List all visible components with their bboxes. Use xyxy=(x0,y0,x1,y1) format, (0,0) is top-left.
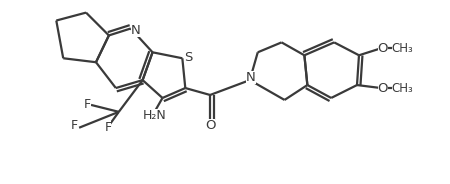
Text: O: O xyxy=(378,42,388,55)
Text: N: N xyxy=(131,24,140,37)
Text: H₂N: H₂N xyxy=(143,109,166,122)
Text: N: N xyxy=(246,71,256,84)
Text: F: F xyxy=(104,121,112,134)
Text: F: F xyxy=(84,98,90,111)
Text: CH₃: CH₃ xyxy=(392,42,414,55)
Text: O: O xyxy=(205,119,216,132)
Text: F: F xyxy=(71,119,78,132)
Text: CH₃: CH₃ xyxy=(392,82,414,95)
Text: O: O xyxy=(378,82,388,95)
Text: S: S xyxy=(184,51,193,64)
